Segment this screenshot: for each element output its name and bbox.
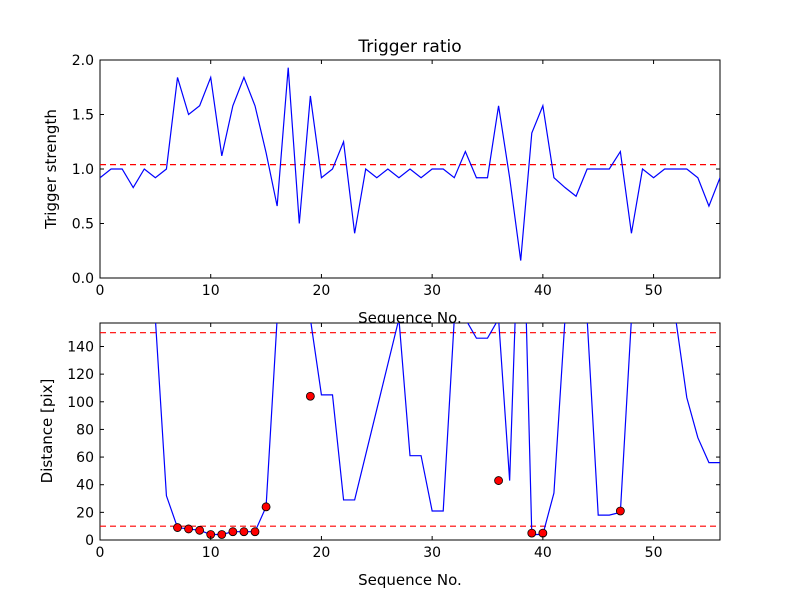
bot-x-tick-label: 10 — [202, 545, 220, 561]
bot-data-point — [173, 523, 182, 532]
bot-data-point — [494, 476, 503, 485]
bot-data-point — [250, 527, 260, 537]
bot-data-point — [239, 527, 249, 537]
top-y-axis: 0.0 0.5 1.0 1.5 2.0 — [72, 53, 720, 287]
top-y-tick-label: 1.5 — [72, 108, 94, 124]
bot-data-point — [615, 506, 625, 516]
bot-data-point — [195, 525, 205, 535]
bottom-plot-frame — [99, 322, 721, 541]
top-x-axis: 0 10 20 30 40 50 — [96, 60, 663, 299]
bot-data-point — [217, 530, 227, 539]
bottom-plot-area — [100, 323, 720, 539]
bottom-y-axis: 0 20 40 60 80 100 120 140 — [67, 339, 720, 549]
bot-y-tick-label: 100 — [67, 395, 94, 411]
top-series-line — [100, 67, 720, 261]
bot-data-point — [261, 502, 271, 512]
top-x-tick-label: 50 — [645, 283, 663, 299]
bot-y-tick-label: 0 — [85, 533, 94, 549]
bot-data-point — [184, 524, 193, 534]
top-y-axis-label: Trigger strength — [42, 109, 60, 230]
bot-y-tick-label: 80 — [76, 422, 94, 438]
bot-data-point — [228, 527, 238, 537]
bottom-x-axis: 0 10 20 30 40 50 — [96, 323, 663, 561]
top-y-tick-label: 1.0 — [72, 162, 94, 178]
top-x-tick-label: 0 — [96, 283, 105, 299]
top-y-tick-label: 0.5 — [72, 217, 94, 233]
bot-x-tick-label: 30 — [423, 545, 441, 561]
bot-x-tick-label: 20 — [313, 545, 331, 561]
bottom-chart: 0 10 20 30 40 50 0 20 40 60 80 100 120 140 Sequence … — [38, 322, 721, 589]
top-y-tick-label: 0.0 — [72, 271, 94, 287]
top-x-tick-label: 10 — [202, 283, 220, 299]
top-plot-area — [100, 67, 720, 261]
bot-data-point — [538, 528, 548, 538]
bot-y-tick-label: 120 — [67, 367, 94, 383]
top-x-tick-label: 30 — [423, 283, 441, 299]
bot-y-tick-label: 60 — [76, 450, 94, 466]
bot-x-tick-label: 0 — [96, 545, 105, 561]
bot-data-point — [527, 528, 537, 538]
bottom-y-axis-label: Distance [pix] — [38, 379, 56, 484]
bot-x-tick-label: 50 — [645, 545, 663, 561]
top-chart-title: Trigger ratio — [357, 37, 461, 57]
top-y-tick-label: 2.0 — [72, 53, 94, 69]
top-x-tick-label: 40 — [534, 283, 552, 299]
bot-y-tick-label: 140 — [67, 339, 94, 355]
bot-y-tick-label: 40 — [76, 478, 94, 494]
bot-data-point — [305, 391, 315, 401]
top-x-tick-label: 20 — [313, 283, 331, 299]
bottom-x-axis-label: Sequence No. — [358, 571, 462, 589]
bot-y-tick-label: 20 — [76, 505, 94, 521]
top-chart: Trigger ratio 0 10 20 30 40 50 0.0 0.5 1.0 1.5 2.… — [42, 37, 721, 327]
bot-x-tick-label: 40 — [534, 545, 552, 561]
